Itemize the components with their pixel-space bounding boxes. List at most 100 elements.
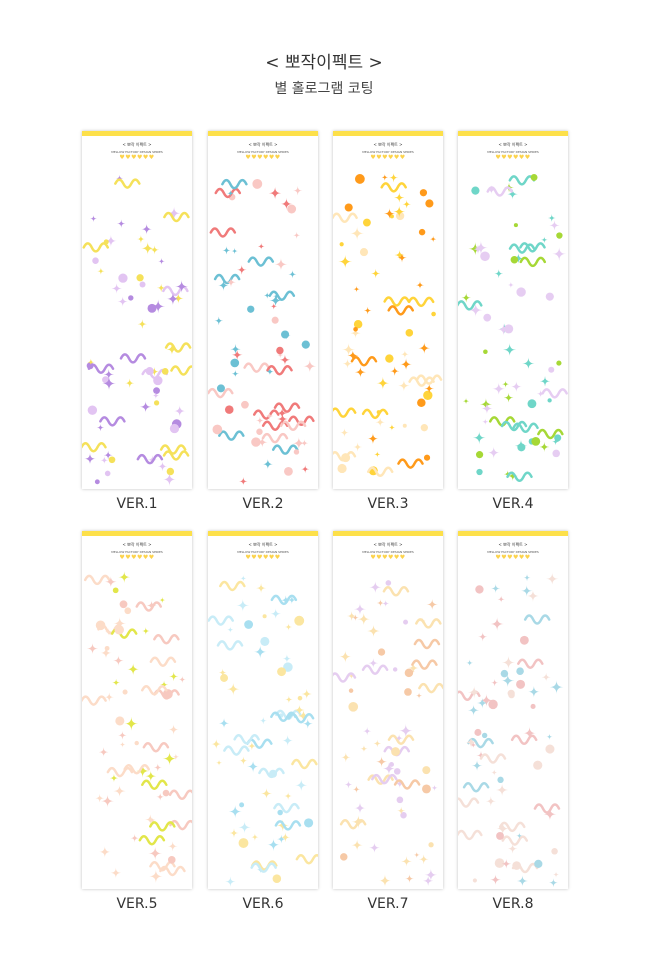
sparkle-star-icon [282,654,292,663]
squiggle-ribbon-icon [138,834,166,846]
squiggle-ribbon-icon [393,779,421,790]
sparkle-star-icon [100,646,112,659]
flower-burst-icon [153,400,160,406]
squiggle-ribbon-icon [458,797,480,808]
sparkle-star-icon [98,747,109,757]
sparkle-star-icon [408,662,419,674]
sparkle-star-icon [494,269,504,279]
sparkle-star-icon [265,411,274,421]
flower-burst-icon [353,319,363,329]
sparkle-star-icon [231,349,243,361]
squiggle-ribbon-icon [295,853,318,865]
flower-burst-icon [475,585,484,594]
flower-burst-icon [496,832,504,840]
flower-burst-icon [476,468,483,476]
sparkle-star-icon [405,874,414,883]
sheet-top-bar [82,531,192,536]
sparkle-star-icon [270,608,282,620]
sparkle-star-icon [226,277,236,288]
flower-burst-icon [348,701,359,712]
flower-burst-icon [238,838,249,848]
sparkle-star-icon [507,281,514,288]
flower-burst-icon [281,330,290,339]
sparkle-star-icon [485,796,496,807]
sparkle-star-icon [116,174,123,182]
sparkle-star-icon [229,828,239,838]
sparkle-star-icon [479,398,493,411]
sticker-sheet-ver8: < 뽀작 이펙트 > MELLOW FACTORY DESIGN SERIES … [458,531,568,889]
sparkle-star-icon [418,342,431,354]
sparkle-star-icon [351,814,366,829]
flower-burst-icon [527,399,537,409]
squiggle-ribbon-icon [413,638,441,650]
sheet-top-bar [458,131,568,136]
squiggle-ribbon-icon [288,415,315,427]
version-label: VER.5 [116,896,158,912]
flower-burst-icon [420,424,428,432]
flower-burst-icon [277,667,286,677]
squiggle-ribbon-icon [250,862,277,873]
squiggle-ribbon-icon [486,186,513,197]
sparkle-star-icon [167,841,178,852]
sparkle-star-icon [495,783,509,797]
sparkle-star-icon [482,418,489,425]
sparkle-star-icon [402,199,411,209]
sticker-sheet-ver7: < 뽀작 이펙트 > MELLOW FACTORY DESIGN SERIES … [333,531,443,889]
sparkle-star-icon [367,432,379,445]
flower-burst-icon [393,768,401,775]
sparkle-star-icon [295,779,308,792]
squiggle-ribbon-icon [411,659,438,670]
sparkle-star-icon [292,436,306,450]
sparkle-star-icon [501,858,512,869]
squiggle-ribbon-icon [274,820,302,831]
sparkle-star-icon [376,599,385,607]
sparkle-star-icon [424,383,434,394]
squiggle-ribbon-icon [169,819,192,831]
page-title: < 뽀작이펙트 > [265,53,383,73]
sparkle-star-icon [471,760,483,772]
sparkle-star-icon [501,673,515,688]
flower-burst-icon [531,436,541,446]
sparkle-star-icon [527,685,540,698]
sheet-title: < 뽀작 이펙트 > [122,542,152,547]
sparkle-star-icon [513,253,524,264]
sticker-sheet-ver1: < 뽀작 이펙트 > MELLOW FACTORY DESIGN SERIES … [82,131,192,489]
sticker-sheet-ver3: < 뽀작 이펙트 > MELLOW FACTORY DESIGN SERIES … [333,131,443,489]
flower-burst-icon [400,811,407,819]
flower-burst-icon [534,859,543,868]
sheet-top-bar [458,531,568,536]
squiggle-ribbon-icon [541,388,568,399]
version-label: VER.8 [492,896,534,912]
sparkle-star-icon [288,270,297,279]
squiggle-ribbon-icon [361,408,389,420]
sparkle-star-icon [280,595,291,606]
sparkle-star-icon [284,792,292,800]
flower-burst-icon [284,466,293,476]
flower-burst-icon [294,615,305,626]
squiggle-ribbon-icon [208,387,234,399]
flower-burst-icon [551,848,558,855]
sparkle-star-icon [231,370,240,378]
sparkle-star-icon [415,692,423,699]
squiggle-ribbon-icon [162,285,189,297]
sparkle-star-icon [418,854,429,865]
squiggle-ribbon-icon [271,444,299,455]
squiggle-ribbon-icon [361,664,389,675]
flower-burst-icon [136,274,144,282]
flower-burst-icon [556,360,562,366]
sparkle-star-icon [95,793,105,803]
squiggle-ribbon-icon [415,374,443,385]
sparkle-star-icon [467,704,480,716]
squiggle-ribbon-icon [333,407,357,418]
sparkle-star-icon [344,780,353,789]
flower-burst-icon [497,776,504,783]
squiggle-ribbon-icon [291,758,318,770]
sparkle-star-icon [549,220,560,231]
sparkle-star-icon [394,249,405,261]
sparkle-star-icon [125,378,135,388]
squiggle-ribbon-icon [512,422,539,433]
sheet-hearts: ♥♥♥♥♥♥ [495,554,531,561]
sparkle-star-icon [423,875,434,886]
sparkle-star-icon [378,874,392,887]
flower-burst-icon [260,636,270,646]
